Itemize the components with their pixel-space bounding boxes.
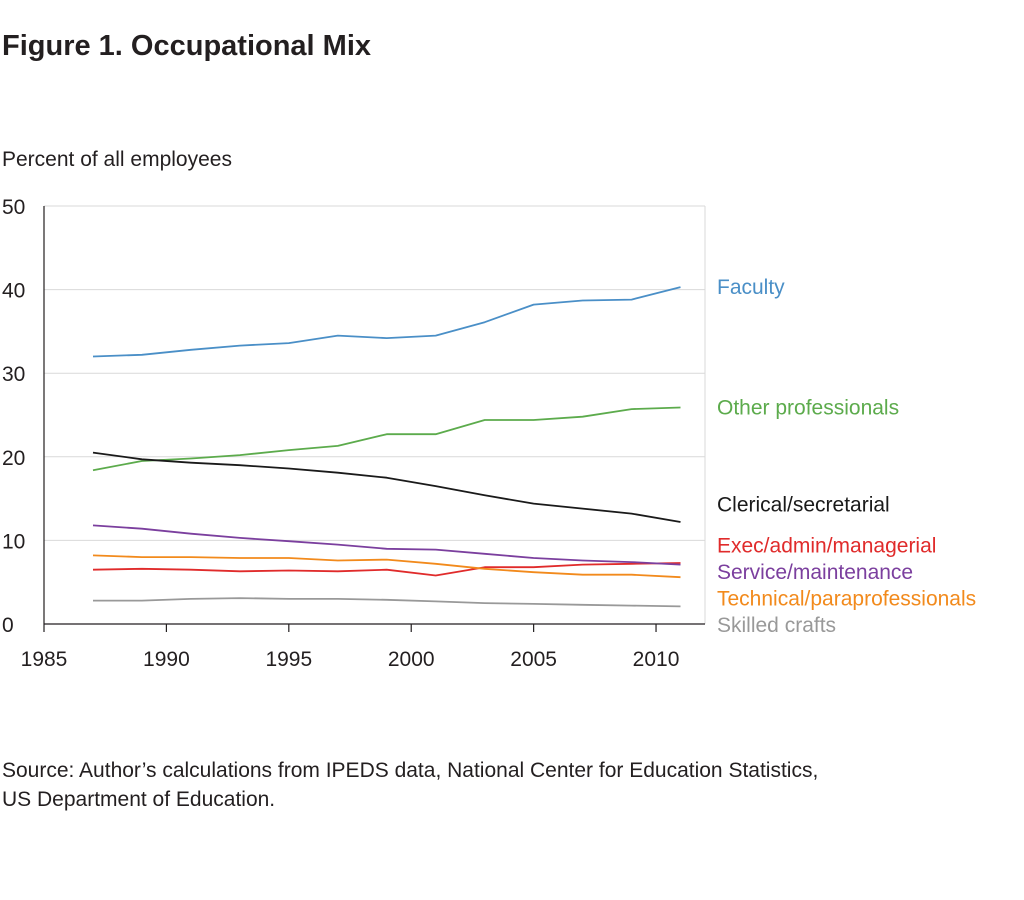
- series-line-clerical-secretarial: [92, 451, 681, 523]
- line-chart: 0 10 20 30 40 50 1985 1990 1995 2000 2005 2010 Fac…: [2, 196, 976, 671]
- x-tick-label-1985: 1985: [21, 648, 68, 671]
- series-label-skilled-crafts: Skilled crafts: [717, 614, 836, 637]
- series-label-faculty: Faculty: [717, 276, 785, 299]
- series-line-technical-paraprofessionals: [92, 554, 681, 579]
- x-tick-label-1995: 1995: [265, 648, 312, 671]
- series-line-service-maintenance: [92, 524, 681, 566]
- series-label-other-professionals: Other professionals: [717, 397, 899, 420]
- series-labels: Faculty Other professionals Clerical/secre…: [717, 276, 976, 637]
- gridlines: [44, 205, 706, 624]
- y-tick-label-30: 30: [2, 363, 25, 386]
- source-line-1: Source: Author’s calculations from IPEDS…: [2, 759, 819, 782]
- y-tick-labels: 0 10 20 30 40 50: [2, 196, 25, 637]
- figure-title: Figure 1. Occupational Mix: [2, 30, 372, 62]
- x-tick-labels: 1985 1990 1995 2000 2005 2010: [21, 648, 680, 671]
- y-tick-label-0: 0: [2, 614, 14, 637]
- series-label-service-maintenance: Service/maintenance: [717, 561, 913, 584]
- y-tick-label-40: 40: [2, 280, 25, 303]
- y-tick-label-50: 50: [2, 196, 25, 219]
- y-tick-label-10: 10: [2, 530, 25, 553]
- axes: [43, 206, 705, 632]
- series-label-clerical-secretarial: Clerical/secretarial: [717, 494, 890, 517]
- series-label-exec-admin-managerial: Exec/admin/managerial: [717, 535, 936, 558]
- series-line-exec-admin-managerial: [92, 562, 681, 577]
- x-tick-label-2000: 2000: [388, 648, 435, 671]
- y-axis-label: Percent of all employees: [2, 148, 232, 171]
- series-line-skilled-crafts: [93, 597, 681, 608]
- y-tick-label-20: 20: [2, 447, 25, 470]
- x-tick-label-2010: 2010: [633, 648, 680, 671]
- series-lines: [92, 286, 681, 608]
- source-note: Source: Author’s calculations from IPEDS…: [2, 756, 1002, 814]
- x-tick-label-1990: 1990: [143, 648, 190, 671]
- source-line-2: US Department of Education.: [2, 788, 276, 811]
- series-line-other-professionals: [92, 406, 681, 472]
- series-label-technical-paraprofessionals: Technical/paraprofessionals: [717, 588, 976, 611]
- x-tick-label-2005: 2005: [510, 648, 557, 671]
- series-line-faculty: [92, 286, 681, 358]
